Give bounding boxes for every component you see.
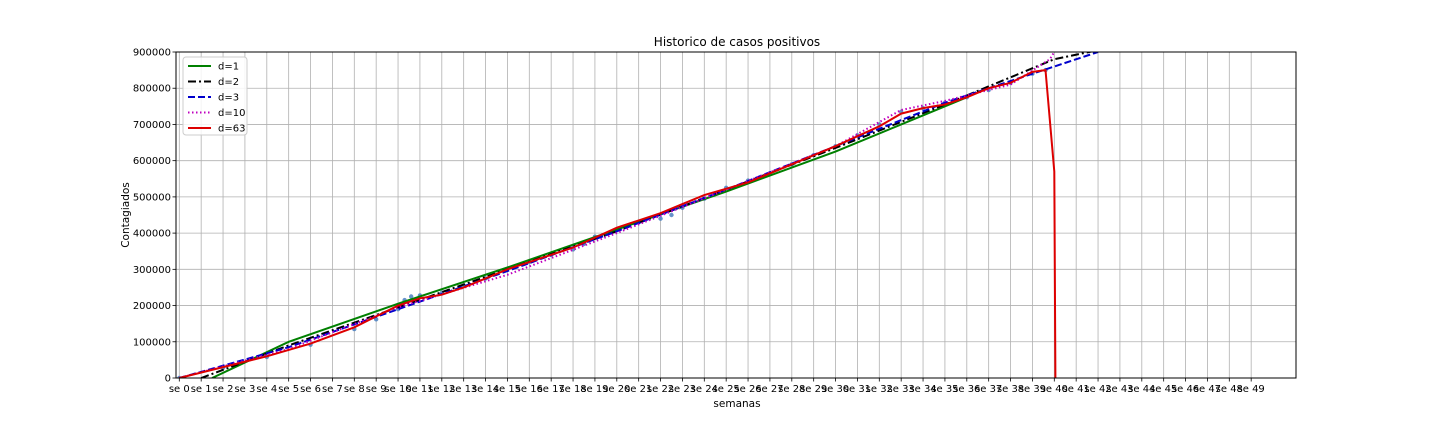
x-tick-label: se 34 <box>909 384 936 395</box>
x-tick-label: se 37 <box>975 384 1002 395</box>
x-tick-label: se 36 <box>953 384 980 395</box>
x-tick-label: se 22 <box>647 384 674 395</box>
legend-label: d=3 <box>218 93 239 104</box>
y-tick-label: 400000 <box>133 229 171 240</box>
x-tick-label: se 7 <box>322 384 343 395</box>
y-axis-label: Contagiados <box>120 182 132 248</box>
series-line-d-63 <box>179 68 1057 378</box>
legend-label: d=2 <box>218 77 239 88</box>
x-tick-label: se 18 <box>559 384 586 395</box>
x-tick-label: se 48 <box>1216 384 1243 395</box>
x-tick-label: se 25 <box>713 384 740 395</box>
x-tick-label: se 15 <box>494 384 521 395</box>
x-tick-label: se 0 <box>169 384 190 395</box>
x-tick-label: se 3 <box>234 384 255 395</box>
x-tick-label: se 41 <box>1063 384 1090 395</box>
grid <box>176 51 1296 379</box>
x-axis-ticks: se 0 se 1 se 2 se 3 se 4 se 5 se 6 se 7 se 8 se 9… <box>169 378 1265 395</box>
x-tick-label: se 17 <box>538 384 565 395</box>
plot-frame <box>175 51 1297 379</box>
x-tick-label: se 26 <box>734 384 761 395</box>
x-tick-label: se 5 <box>278 384 299 395</box>
x-tick-label: se 33 <box>888 384 915 395</box>
legend-label: d=10 <box>218 108 245 119</box>
x-tick-label: se 16 <box>516 384 543 395</box>
x-tick-label: se 24 <box>691 384 718 395</box>
x-tick-label: se 19 <box>581 384 608 395</box>
series-line-d-1 <box>211 96 968 378</box>
x-tick-label: se 39 <box>1019 384 1046 395</box>
x-tick-label: se 10 <box>384 384 411 395</box>
x-tick-label: se 30 <box>822 384 849 395</box>
x-tick-label: se 32 <box>866 384 893 395</box>
x-tick-label: se 28 <box>778 384 805 395</box>
x-tick-label: se 43 <box>1106 384 1133 395</box>
y-tick-label: 700000 <box>133 120 171 131</box>
x-tick-label: se 47 <box>1194 384 1221 395</box>
y-tick-label: 300000 <box>133 265 171 276</box>
series-layer <box>177 52 1099 378</box>
x-tick-label: se 27 <box>756 384 783 395</box>
x-tick-label: se 1 <box>191 384 212 395</box>
x-tick-label: se 35 <box>931 384 958 395</box>
x-tick-label: se 40 <box>1041 384 1068 395</box>
y-tick-label: 100000 <box>133 337 171 348</box>
x-tick-label: se 13 <box>450 384 477 395</box>
observed-point <box>669 212 674 218</box>
x-tick-label: se 2 <box>213 384 234 395</box>
x-tick-label: se 29 <box>800 384 827 395</box>
x-tick-label: se 12 <box>428 384 455 395</box>
legend-box <box>182 56 248 136</box>
y-tick-label: 800000 <box>133 84 171 95</box>
x-tick-label: se 14 <box>472 384 499 395</box>
x-tick-label: se 46 <box>1172 384 1199 395</box>
x-tick-label: se 20 <box>603 384 630 395</box>
legend-label: d=63 <box>218 124 245 135</box>
observed-point <box>408 294 414 299</box>
x-tick-label: se 49 <box>1238 384 1265 395</box>
x-tick-label: se 11 <box>406 384 433 395</box>
x-tick-label: se 23 <box>669 384 696 395</box>
x-tick-label: se 21 <box>625 384 652 395</box>
x-tick-label: se 45 <box>1150 384 1177 395</box>
y-tick-label: 500000 <box>133 192 171 203</box>
observed-point <box>658 216 663 221</box>
legend-label: d=1 <box>218 62 239 73</box>
x-tick-label: se 42 <box>1084 384 1111 395</box>
y-tick-label: 200000 <box>133 301 171 312</box>
y-tick-label: 600000 <box>133 156 171 167</box>
plot-area <box>177 52 1099 378</box>
x-tick-label: se 38 <box>997 384 1024 395</box>
x-tick-label: se 31 <box>844 384 871 395</box>
y-tick-label: 0 <box>165 374 171 385</box>
x-tick-label: se 6 <box>300 384 321 395</box>
y-tick-label: 900000 <box>133 48 171 59</box>
x-tick-label: se 4 <box>256 384 277 395</box>
x-tick-label: se 9 <box>366 384 387 395</box>
x-axis-label: semanas <box>713 398 760 410</box>
x-tick-label: se 44 <box>1128 384 1155 395</box>
y-axis-ticks: 0 100000 200000 300000 400000 500000 600000 700… <box>133 48 176 385</box>
legend: d=1 d=2 d=3 d=10 d=63 <box>182 56 248 136</box>
chart-title: Historico de casos positivos <box>654 35 820 49</box>
x-tick-label: se 8 <box>344 384 365 395</box>
